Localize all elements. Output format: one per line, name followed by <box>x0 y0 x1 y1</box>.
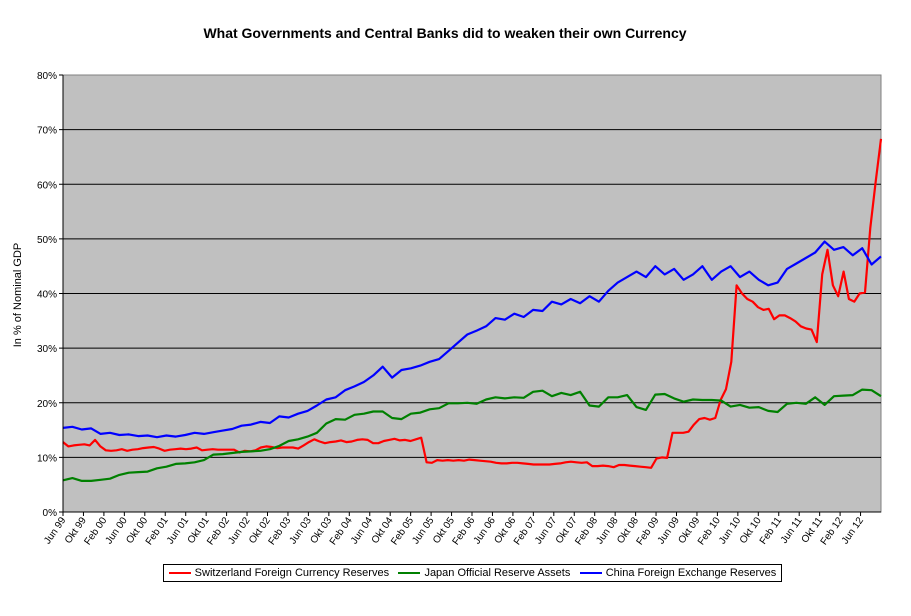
series-line-japan <box>62 388 882 482</box>
y-tick-label: 80% <box>37 71 57 82</box>
grid-layer <box>62 74 882 513</box>
y-tick-label: 20% <box>37 399 57 410</box>
legend-label-china: China Foreign Exchange Reserves <box>605 567 777 579</box>
legend-label-japan: Japan Official Reserve Assets <box>424 567 571 579</box>
y-tick-label: 50% <box>37 235 57 246</box>
y-tick-label: 70% <box>37 126 57 137</box>
legend-label-switzerland: Switzerland Foreign Currency Reserves <box>194 567 390 579</box>
legend-item-switzerland: Switzerland Foreign Currency Reserves <box>168 567 390 579</box>
legend-item-china: China Foreign Exchange Reserves <box>579 567 777 579</box>
y-tick-label: 0% <box>43 508 58 519</box>
y-tick-label: 30% <box>37 344 57 355</box>
legend-swatch-switzerland <box>168 572 191 574</box>
series-line-switzerland <box>62 138 883 469</box>
legend-swatch-japan <box>398 572 421 574</box>
x-tick-label: Jun 12 <box>840 515 866 546</box>
y-tick-label: 10% <box>37 453 57 464</box>
chart-title: What Governments and Central Banks did t… <box>203 25 687 41</box>
series-line-china <box>62 240 882 439</box>
series-layer <box>62 138 883 482</box>
x-tick-label: Jun 11 <box>779 515 805 546</box>
legend: Switzerland Foreign Currency Reserves Ja… <box>163 564 782 582</box>
legend-item-japan: Japan Official Reserve Assets <box>398 567 570 579</box>
y-tick-label: 60% <box>37 180 57 191</box>
y-tick-label: 40% <box>37 290 57 301</box>
x-tick-label: Feb 11 <box>758 515 785 547</box>
legend-swatch-china <box>579 572 602 574</box>
